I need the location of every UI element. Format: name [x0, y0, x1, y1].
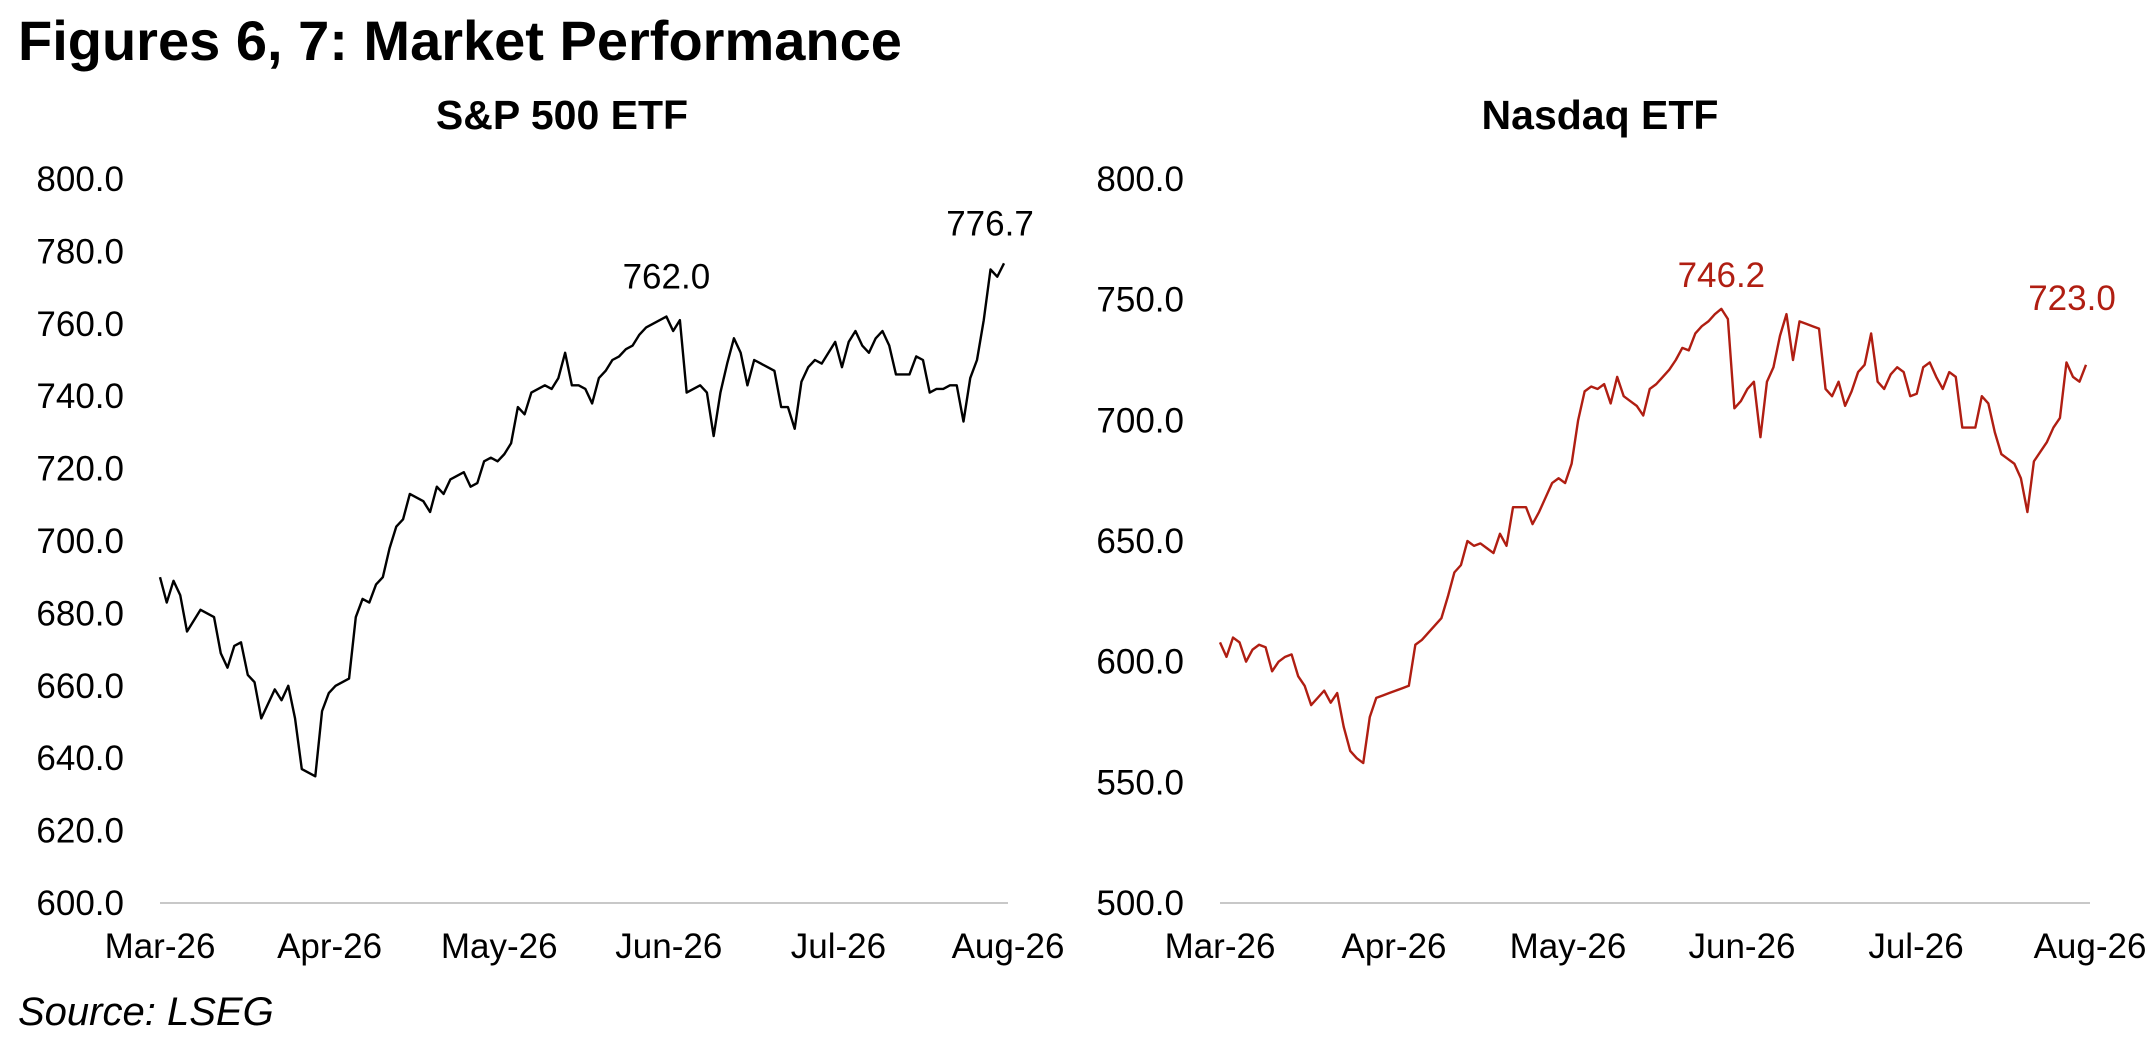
series-line — [1218, 307, 2088, 765]
x-tick-label: Jul-26 — [1868, 927, 1963, 966]
peak-label: 762.0 — [623, 258, 711, 297]
x-tick-label: Jun-26 — [615, 927, 722, 966]
x-tick-label: Jun-26 — [1688, 927, 1795, 966]
y-tick-label: 600.0 — [1096, 643, 1184, 682]
x-tick-label: Apr-26 — [277, 927, 382, 966]
peak-label: 776.7 — [946, 204, 1034, 243]
y-tick-label: 680.0 — [36, 594, 124, 633]
x-tick-label: Jul-26 — [791, 927, 886, 966]
peak-label: 723.0 — [2028, 279, 2116, 318]
x-tick-label: May-26 — [1510, 927, 1627, 966]
y-tick-label: 760.0 — [36, 305, 124, 344]
y-tick-label: 750.0 — [1096, 281, 1184, 320]
x-tick-label: May-26 — [441, 927, 558, 966]
x-tick-label: Aug-26 — [2034, 927, 2147, 966]
chart-title: S&P 500 ETF — [436, 92, 688, 138]
y-tick-label: 700.0 — [1096, 401, 1184, 440]
y-tick-label: 640.0 — [36, 739, 124, 778]
figure-title: Figures 6, 7: Market Performance — [18, 9, 902, 72]
y-tick-label: 800.0 — [36, 160, 124, 199]
source-note: Source: LSEG — [18, 990, 274, 1034]
y-tick-label: 620.0 — [36, 812, 124, 851]
y-tick-label: 650.0 — [1096, 522, 1184, 561]
chart-title: Nasdaq ETF — [1482, 92, 1719, 138]
y-tick-label: 700.0 — [36, 522, 124, 561]
y-tick-label: 740.0 — [36, 377, 124, 416]
y-tick-label: 800.0 — [1096, 160, 1184, 199]
x-tick-label: Apr-26 — [1341, 927, 1446, 966]
y-tick-label: 600.0 — [36, 884, 124, 923]
y-tick-label: 720.0 — [36, 450, 124, 489]
x-tick-label: Aug-26 — [952, 927, 1065, 966]
x-tick-label: Mar-26 — [1165, 927, 1276, 966]
peak-label: 746.2 — [1678, 256, 1766, 295]
series-line — [158, 262, 1006, 778]
sp500-chart: S&P 500 ETF 600.0 620.0 640.0 660.0 680.0 700.… — [36, 92, 1065, 966]
y-tick-label: 500.0 — [1096, 884, 1184, 923]
y-tick-label: 660.0 — [36, 667, 124, 706]
y-tick-label: 780.0 — [36, 232, 124, 271]
x-tick-label: Mar-26 — [105, 927, 216, 966]
y-tick-label: 550.0 — [1096, 763, 1184, 802]
